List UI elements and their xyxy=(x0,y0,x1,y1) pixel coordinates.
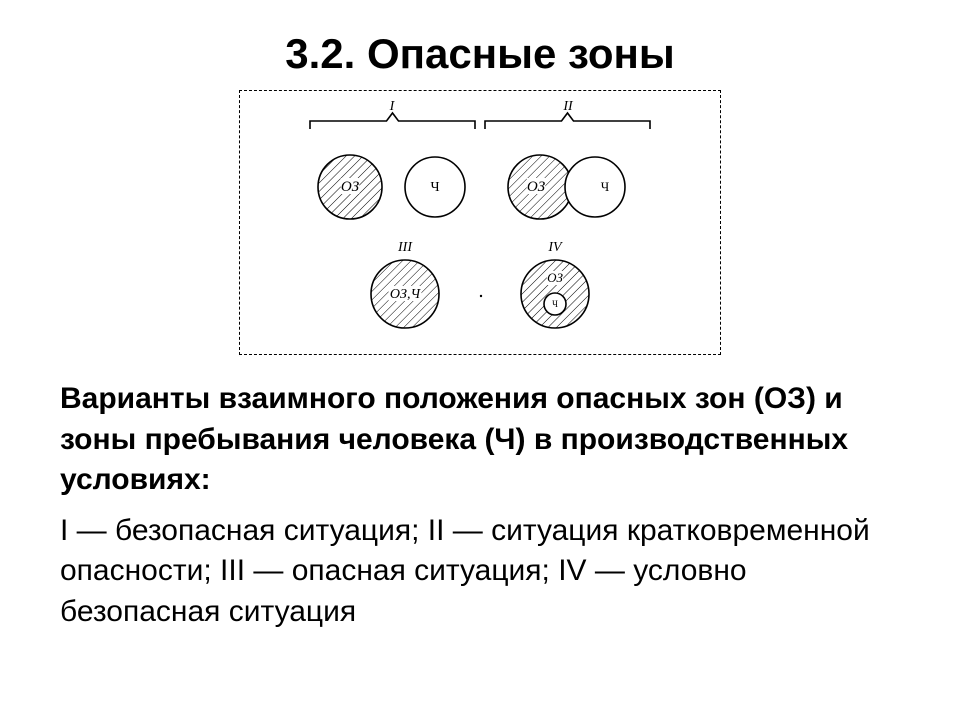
circle-label: ОЗ xyxy=(547,270,563,285)
diagram-caption: Варианты взаимного положения опасных зон… xyxy=(60,379,900,501)
circle-label: ОЗ xyxy=(341,179,360,195)
circle-label: ОЗ xyxy=(527,179,546,195)
circle-label: ОЗ,Ч xyxy=(390,287,422,302)
slide-title: 3.2. Опасные зоны xyxy=(60,30,900,78)
bracket xyxy=(485,113,650,129)
bracket-label: II xyxy=(562,99,574,114)
diagram-border: IIIIIIIVОЗЧОЗЧОЗ,ЧОЗЧ xyxy=(239,90,721,355)
person-zone-circle xyxy=(565,157,625,217)
diagram-legend: I — безопасная ситуация; II — ситуация к… xyxy=(60,511,900,633)
circle-label: Ч xyxy=(601,179,610,194)
dot xyxy=(480,295,482,297)
bracket-label: I xyxy=(389,99,396,114)
circle-label: Ч xyxy=(430,180,439,195)
zones-diagram: IIIIIIIVОЗЧОЗЧОЗ,ЧОЗЧ xyxy=(250,99,710,339)
group-label: III xyxy=(397,240,413,255)
diagram-container: IIIIIIIVОЗЧОЗЧОЗ,ЧОЗЧ xyxy=(60,90,900,355)
group-label: IV xyxy=(547,240,563,255)
bracket xyxy=(310,113,475,129)
circle-label: Ч xyxy=(552,299,558,309)
slide: 3.2. Опасные зоны IIIIIIIVОЗЧОЗЧОЗ,ЧОЗЧ … xyxy=(0,0,960,720)
